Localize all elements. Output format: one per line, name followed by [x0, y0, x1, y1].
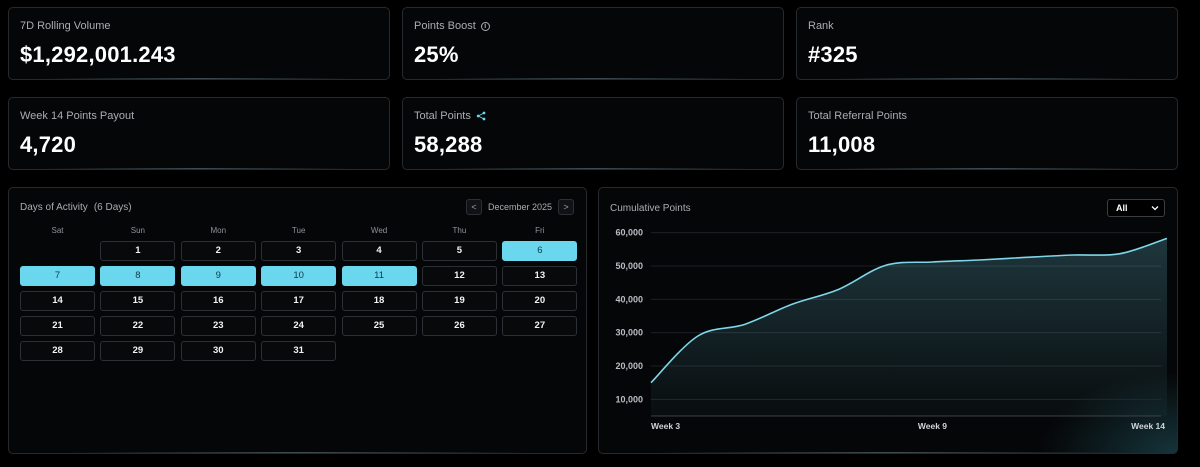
calendar-day[interactable]: 15 [100, 291, 176, 311]
stat-card-rank: Rank #325 [796, 7, 1178, 80]
calendar-day[interactable]: 9 [180, 266, 256, 286]
stat-label: Week 14 Points Payout [20, 110, 135, 122]
calendar-day[interactable]: 1 [100, 241, 176, 261]
weekday-label: Wed [370, 226, 388, 235]
stat-label-text: Total Points [414, 110, 471, 122]
cumulative-points-panel: 10,000 20,000 30,000 40,000 50,000 60,000 Week… [598, 187, 1178, 454]
calendar-day[interactable]: 18 [341, 291, 417, 311]
weekday-label: Mon [210, 226, 227, 235]
y-tick-label: 30,000 [615, 328, 643, 338]
y-tick-label: 50,000 [615, 261, 643, 271]
prev-month-button[interactable]: < [465, 199, 482, 215]
calendar-day[interactable]: 23 [180, 316, 256, 336]
calendar-day[interactable]: 6 [502, 241, 578, 261]
calendar-title-text: Days of Activity [20, 202, 88, 213]
y-tick-label: 20,000 [615, 361, 643, 371]
calendar-day[interactable]: 13 [502, 266, 578, 286]
stat-label-text: Points Boost [414, 20, 476, 32]
calendar-day[interactable]: 19 [421, 291, 497, 311]
stat-value: 25% [414, 42, 459, 67]
next-month-button[interactable]: > [558, 199, 574, 215]
stat-card-referral-points: Total Referral Points 11,008 [796, 97, 1178, 170]
calendar-blank [20, 241, 95, 261]
calendar-day[interactable]: 3 [261, 241, 337, 261]
cumulative-points-chart: 10,000 20,000 30,000 40,000 50,000 60,000 Week… [615, 228, 1177, 453]
stat-value: $1,292,001.243 [20, 42, 176, 67]
weekday-label: Fri [535, 226, 545, 235]
time-range-value: All [1116, 203, 1128, 213]
calendar-day[interactable]: 28 [20, 341, 95, 361]
calendar-day[interactable]: 16 [180, 291, 256, 311]
calendar-day[interactable]: 5 [421, 241, 497, 261]
chart-title: Cumulative Points [610, 203, 691, 214]
x-tick-label: Week 3 [651, 421, 680, 431]
calendar-day[interactable]: 26 [421, 316, 497, 336]
stat-value: 4,720 [20, 132, 77, 157]
stat-card-total-points: Total Points 58,288 [402, 97, 784, 170]
stat-card-points-boost: Points Boost i 25% [402, 7, 784, 80]
x-tick-label: Week 9 [918, 421, 947, 431]
calendar-day[interactable]: 29 [100, 341, 176, 361]
calendar-day[interactable]: 11 [341, 266, 417, 286]
calendar-day[interactable]: 30 [180, 341, 256, 361]
series-line [650, 237, 1168, 384]
time-range-select[interactable]: All [1107, 199, 1165, 217]
info-icon[interactable]: i [480, 21, 490, 31]
calendar-day[interactable]: 14 [20, 291, 95, 311]
calendar-day[interactable]: 20 [502, 291, 578, 311]
stat-value: 11,008 [808, 132, 876, 157]
y-tick-label: 10,000 [615, 394, 643, 404]
weekday-header: Sat Sun Mon Tue Wed Thu Fri [20, 226, 577, 235]
stat-card-week-payout: Week 14 Points Payout 4,720 [8, 97, 390, 170]
month-navigation: < December 2025 > [465, 199, 574, 215]
calendar-day[interactable]: 12 [421, 266, 497, 286]
stat-value: #325 [808, 42, 858, 67]
current-month: December 2025 [487, 202, 552, 212]
calendar-day[interactable]: 27 [502, 316, 578, 336]
weekday-label: Tue [291, 226, 306, 235]
stat-label: Rank [808, 20, 834, 32]
stat-value: 58,288 [414, 132, 483, 157]
x-tick-label: Week 14 [1131, 421, 1165, 431]
area-fill [651, 238, 1167, 416]
calendar-title: Days of Activity (6 Days) [20, 202, 132, 213]
calendar-day[interactable]: 2 [180, 241, 256, 261]
calendar-day[interactable]: 21 [20, 316, 95, 336]
calendar-day[interactable]: 7 [20, 266, 95, 286]
stat-label: Total Points [414, 110, 486, 122]
calendar-day[interactable]: 24 [261, 316, 337, 336]
stat-label: Total Referral Points [808, 110, 908, 122]
chevron-down-icon [1151, 206, 1159, 211]
share-icon[interactable] [476, 111, 486, 121]
weekday-label: Thu [452, 226, 467, 235]
calendar-day[interactable]: 8 [100, 266, 176, 286]
calendar-day[interactable]: 17 [261, 291, 337, 311]
activity-calendar-panel: Days of Activity (6 Days) < December 2025… [8, 187, 587, 454]
stat-label: Points Boost i [414, 20, 490, 32]
calendar-day[interactable]: 31 [261, 341, 337, 361]
weekday-label: Sat [51, 226, 64, 235]
calendar-grid: 1 2 3 4 5 6 7 8 9 10 11 12 13 14 15 16 17 18 19 20 21 22 23 24 2… [20, 241, 578, 361]
calendar-day[interactable]: 10 [261, 266, 337, 286]
calendar-day[interactable]: 25 [341, 316, 417, 336]
calendar-day-count: (6 Days) [93, 202, 132, 213]
y-tick-label: 40,000 [615, 294, 643, 304]
stat-label: 7D Rolling Volume [20, 20, 111, 32]
weekday-label: Sun [130, 226, 145, 235]
stat-card-rolling-volume: 7D Rolling Volume $1,292,001.243 [8, 7, 390, 80]
calendar-day[interactable]: 4 [341, 241, 417, 261]
calendar-day[interactable]: 22 [100, 316, 176, 336]
y-tick-label: 60,000 [615, 228, 643, 238]
